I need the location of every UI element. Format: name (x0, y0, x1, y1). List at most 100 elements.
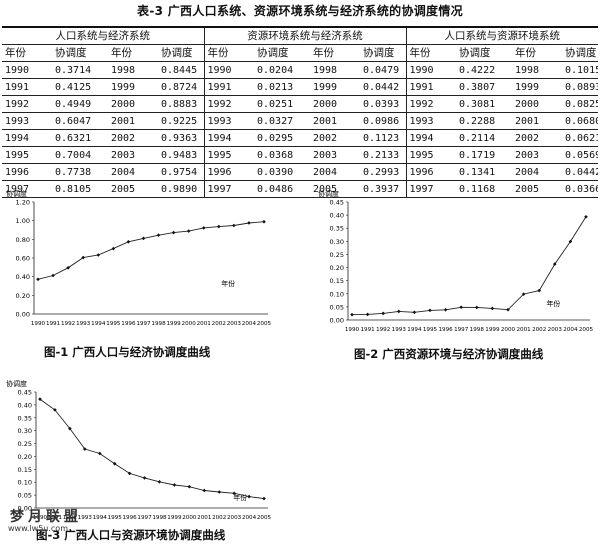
y-tick-label: 0.20 (16, 292, 30, 300)
x-tick-label: 2002 (532, 327, 546, 333)
data-point (350, 312, 354, 317)
column-header: 年份 (2, 44, 52, 62)
data-point (83, 447, 87, 451)
x-tick-label: 1998 (470, 327, 485, 333)
x-tick-label: 1998 (151, 321, 166, 327)
y-tick-label: 0.10 (330, 290, 344, 298)
coordination-cell: 0.2133 (360, 146, 406, 164)
year-cell: 1999 (512, 78, 562, 96)
year-cell: 1993 (2, 112, 52, 130)
x-tick-label: 1995 (108, 515, 123, 521)
data-point (428, 308, 432, 313)
y-tick-label: 0.00 (330, 317, 344, 325)
year-cell: 1992 (2, 95, 52, 113)
data-point (126, 239, 131, 244)
watermark-name: 梦月联盟 (10, 509, 82, 525)
x-tick-label: 1991 (360, 327, 375, 333)
data-point (51, 273, 55, 278)
coordination-cell: 0.8105 (52, 180, 108, 198)
coordination-table: 人口系统与经济系统 资源环境系统与经济系统 人口系统与资源环境系统 年份 协调度… (2, 26, 598, 198)
y-tick-label: 0.05 (330, 303, 344, 311)
data-point (247, 221, 251, 225)
year-cell: 2004 (108, 163, 158, 181)
coordination-cell: 0.2114 (456, 129, 512, 147)
x-tick-label: 2000 (501, 327, 516, 333)
table-title: 表-3 广西人口系统、资源环境系统与经济系统的协调度情况 (137, 4, 463, 18)
x-tick-label: 2005 (257, 321, 272, 327)
x-tick-label: 1990 (345, 327, 360, 333)
data-point (217, 224, 221, 229)
y-tick-label: 1.00 (16, 217, 30, 225)
table-group-header-row: 人口系统与经济系统 资源环境系统与经济系统 人口系统与资源环境系统 (2, 27, 598, 45)
chart-3-container: 协调度 0.00 0.05 0.10 0.15 0.20 0.25 0.30 0.35 0.40 0… (4, 378, 276, 524)
data-point (381, 311, 385, 316)
y-tick-label: 0.00 (18, 505, 32, 513)
x-tick-label: 1992 (63, 515, 77, 521)
year-cell: 2001 (310, 112, 360, 130)
year-cell: 1997 (203, 180, 254, 198)
year-cell: 1997 (2, 180, 52, 198)
y-tick-label: 0.15 (330, 277, 344, 285)
year-cell: 1992 (203, 95, 254, 113)
data-point (459, 305, 463, 310)
coordination-cell: 0.1168 (456, 180, 512, 198)
x-tick-label: 2001 (197, 321, 212, 327)
year-cell: 1995 (203, 146, 254, 164)
x-tick-label: 2003 (227, 321, 242, 327)
coordination-cell: 0.0251 (254, 95, 310, 113)
year-cell: 2004 (512, 163, 562, 181)
data-point (127, 471, 132, 476)
year-cell: 2002 (310, 129, 360, 147)
column-header: 协调度 (254, 44, 310, 62)
x-tick-label: 2003 (227, 515, 242, 521)
year-cell: 2001 (512, 112, 562, 130)
year-cell: 1998 (108, 61, 158, 79)
year-cell: 1991 (2, 78, 52, 96)
year-cell: 2005 (512, 180, 562, 198)
x-tick-label: 2005 (257, 515, 272, 521)
coordination-cell: 0.0569 (562, 146, 598, 164)
year-cell: 1996 (405, 163, 456, 181)
year-cell: 1999 (108, 78, 158, 96)
coordination-cell: 0.7004 (52, 146, 108, 164)
data-point (553, 262, 557, 266)
coordination-cell: 0.9890 (158, 180, 204, 198)
group-header: 资源环境系统与经济系统 (203, 27, 406, 45)
coordination-cell: 0.0327 (254, 112, 310, 130)
y-tick-label: 0.20 (18, 453, 32, 461)
coordination-cell: 0.0295 (254, 129, 310, 147)
year-cell: 1992 (405, 95, 456, 113)
data-point (412, 310, 417, 315)
x-tick-label: 1995 (423, 327, 438, 333)
table-row: 1996 0.7738 2004 0.9754 1996 0.0390 2004 0.2993… (2, 163, 598, 181)
data-point (53, 408, 57, 412)
x-axis-label: 年份 (233, 493, 247, 502)
data-point (247, 494, 251, 499)
table-row: 1997 0.8105 2005 0.9890 1997 0.0486 2005 0.3937… (2, 180, 598, 198)
x-axis-label: 年份 (221, 279, 235, 288)
year-cell: 1995 (405, 146, 456, 164)
x-tick-label: 2002 (212, 321, 226, 327)
coordination-cell: 0.0621 (562, 129, 598, 147)
chart-3-caption: 图-3 广西人口与资源环境协调度曲线 (36, 528, 226, 542)
y-axis-label: 协调度 (6, 189, 27, 198)
data-point (217, 490, 221, 494)
x-tick-label: 2004 (242, 321, 257, 327)
data-point (201, 226, 206, 230)
column-header: 协调度 (52, 44, 108, 62)
table-body: 1990 0.3714 1998 0.8445 1990 0.0204 1998 0.0479… (2, 61, 598, 198)
x-tick-label: 1993 (392, 327, 407, 333)
coordination-cell: 0.0213 (254, 78, 310, 96)
column-header: 年份 (405, 44, 456, 62)
year-cell: 2003 (512, 146, 562, 164)
x-tick-label: 1998 (152, 515, 167, 521)
table-row: 1994 0.6321 2002 0.9363 1994 0.0295 2002 0.1123… (2, 129, 598, 147)
table-row: 1992 0.4949 2000 0.8883 1992 0.0251 2000 0.0393… (2, 95, 598, 113)
y-tick-label: 1.20 (16, 199, 30, 207)
year-cell: 1990 (203, 61, 254, 79)
data-point (262, 496, 266, 501)
data-point (81, 255, 85, 260)
table-column-header-row: 年份 协调度 年份 协调度 年份 协调度 年份 协调度 年份 协调度 年份 协调… (2, 44, 598, 62)
data-point (171, 230, 176, 235)
y-tick-label: 0.00 (16, 311, 30, 319)
